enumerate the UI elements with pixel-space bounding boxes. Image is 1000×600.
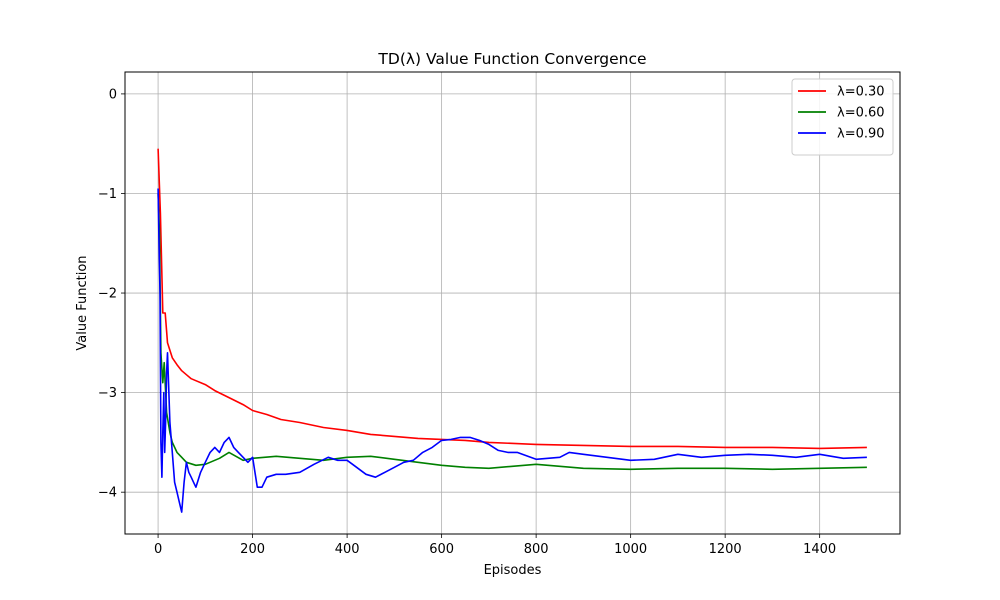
y-axis-label: Value Function (75, 255, 90, 350)
x-tick-label: 0 (154, 542, 162, 557)
y-tick-label: −4 (98, 486, 117, 501)
series-line-3 (157, 188, 867, 513)
plot-area-frame (124, 71, 901, 535)
legend-label: λ=0.30 (837, 85, 885, 100)
series-lines (157, 148, 867, 513)
x-tick-label: 1400 (803, 542, 836, 557)
legend: λ=0.30 λ=0.60 λ=0.90 (791, 78, 894, 156)
y-tick-label: −1 (98, 187, 117, 202)
legend-label: λ=0.90 (837, 127, 885, 142)
y-tick-label: −3 (98, 386, 117, 401)
legend-box (791, 78, 894, 156)
x-tick-label: 1200 (709, 542, 742, 557)
series-line-1 (157, 148, 867, 450)
x-axis-ticks: 0 200 400 600 800 1000 1200 1400 (154, 534, 836, 557)
x-tick-label: 1000 (614, 542, 647, 557)
x-tick-label: 400 (335, 542, 360, 557)
y-tick-label: −2 (98, 287, 117, 302)
x-tick-label: 800 (524, 542, 549, 557)
legend-label: λ=0.60 (837, 106, 885, 121)
y-tick-label: 0 (109, 87, 117, 102)
x-axis-label: Episodes (484, 563, 542, 578)
y-axis-ticks: 0 −1 −2 −3 −4 (98, 87, 125, 501)
chart-title: TD(λ) Value Function Convergence (377, 50, 646, 68)
x-tick-label: 600 (429, 542, 454, 557)
series-line-2 (157, 193, 867, 471)
x-tick-label: 200 (240, 542, 265, 557)
